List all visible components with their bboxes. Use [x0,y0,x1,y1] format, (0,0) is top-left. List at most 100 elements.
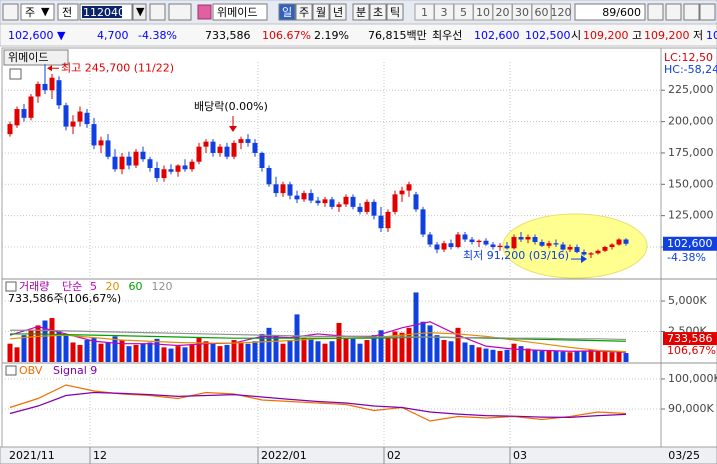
volume-bar [574,351,580,362]
ma-legend: 5 [90,280,97,293]
volume-bar [588,349,594,362]
period-button[interactable] [352,3,370,21]
quote-item: 109,200 [583,29,629,42]
volume-bar [315,341,321,362]
candle-body [483,240,489,245]
scope-select[interactable] [57,3,79,21]
obv-legend: OBV [19,364,43,377]
volume-bar [497,351,503,362]
name-box[interactable] [212,3,268,21]
candle-body [588,253,594,255]
hc-label: HC:-58,24 [664,63,717,76]
code: 112040 [83,6,125,19]
candle-body [294,195,300,200]
candle-body [35,83,41,97]
high-annotation: 최고 245,700 (11/22) [61,61,174,74]
candle-body [49,77,55,91]
interval: 30 [515,6,529,19]
volume-bar [623,353,629,362]
period-button[interactable] [312,3,330,21]
x-tick-label: 2022/01 [261,449,307,462]
icon-button[interactable] [2,3,19,21]
volume-bar [175,346,181,362]
period-button[interactable] [329,3,347,21]
candle-body [105,140,111,157]
period-button[interactable] [278,3,296,21]
volume-bar [287,340,293,362]
volume-bar [427,325,433,362]
count: 89/600 [602,6,641,19]
candle-body [364,201,370,212]
candle-body [315,200,321,204]
nav-button[interactable] [665,3,682,21]
volume-bar [203,341,209,362]
dropdown-arrow: ▼ [41,5,50,18]
volume-bar [511,343,517,362]
candle-body [266,167,272,185]
quote-item: 106.67% [262,29,311,42]
candle-body [574,247,580,253]
volume-bar [609,352,615,362]
candle-body [336,204,342,207]
candle-body [441,243,447,250]
candle-body [308,193,314,201]
candle-body [259,152,265,168]
market-select[interactable] [20,3,55,21]
nav-button[interactable] [699,3,716,21]
volume-bar [392,331,398,362]
candle-body [91,124,97,146]
settings-icon[interactable] [9,68,22,80]
candle-body [252,142,258,153]
quote-item: 109,200 [644,29,690,42]
last-price-box [663,236,717,251]
candle-body [448,243,454,248]
code-dropdown[interactable] [132,3,147,21]
ma-legend: 20 [106,280,120,293]
candle-body [455,234,461,248]
candle-body [154,167,160,179]
search-button[interactable] [149,3,166,21]
quote-item: 10 [706,29,717,42]
interval: 60 [535,6,549,19]
candle-body [245,139,251,143]
interval-button[interactable] [551,3,571,21]
candle-body [392,194,398,212]
candle-body [287,184,293,196]
quote-item: 102,600 ▼ [8,29,66,42]
volume-bar [329,341,335,362]
candle-body [133,151,139,166]
volume-bar [301,337,307,362]
candle-body [378,215,384,229]
volume-bar [56,331,62,362]
candle-body [469,239,475,242]
volume-bar [343,337,349,362]
candle-body [231,142,237,157]
candle-body [546,243,552,246]
sound-button[interactable] [168,3,192,21]
period-button[interactable] [369,3,387,21]
candle-body [532,236,538,242]
candle-body [525,236,531,240]
market: 주 [25,6,35,19]
volume-bar [441,340,447,362]
volume-ratio: 106,67% [667,344,716,357]
volume-bar [98,343,104,362]
indicator-line [10,329,627,341]
volume-bar [126,346,132,362]
nav-button[interactable] [683,3,700,21]
quote-item: 733,586 [205,29,251,42]
nav-button[interactable] [647,3,664,21]
volume-bar [490,349,496,362]
chart-tab[interactable] [3,49,69,66]
candle-body [189,161,195,170]
volume-bar [483,348,489,362]
indicator-line [9,391,627,419]
volume-bar [35,325,41,362]
volume-bar [231,340,237,362]
volume-bar [217,346,223,362]
period: 주 [299,6,309,19]
dividend-annotation: 배당락(0.00%) [194,100,268,113]
period-button[interactable] [295,3,313,21]
volume-bar [308,338,314,362]
period-button[interactable] [386,3,404,21]
